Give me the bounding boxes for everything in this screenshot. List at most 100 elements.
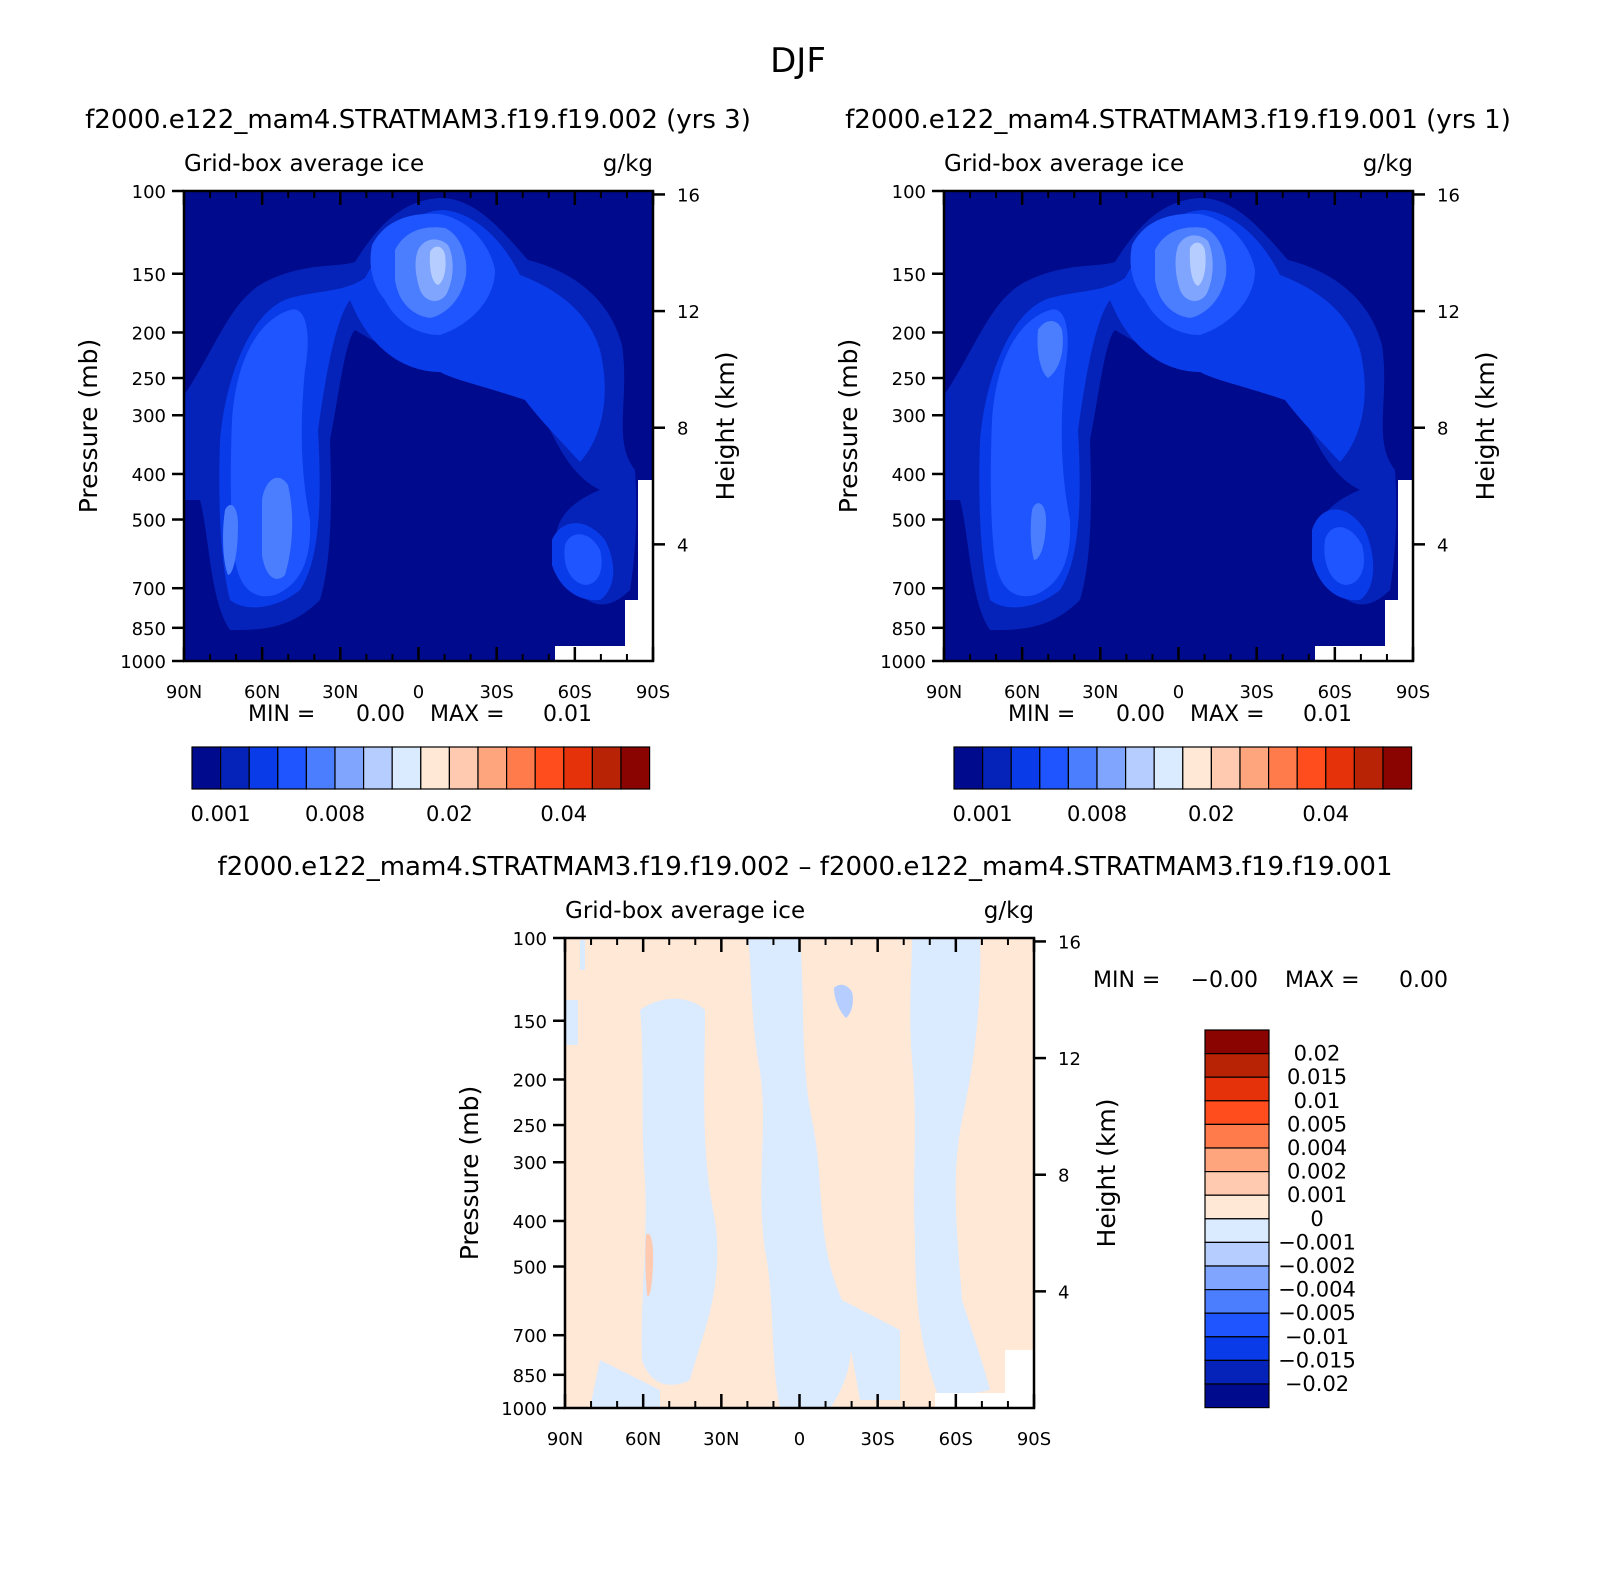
colorbar-label: 0.008 bbox=[305, 802, 365, 826]
y-tick-label: 700 bbox=[132, 579, 166, 600]
right-tick-label: 8 bbox=[1058, 1166, 1069, 1187]
colorbar-swatch bbox=[534, 746, 565, 790]
colorbar-label: 0.02 bbox=[426, 802, 473, 826]
y-tick-label: 250 bbox=[513, 1116, 547, 1137]
colorbar-swatch bbox=[1267, 746, 1298, 790]
colorbar-swatch bbox=[363, 746, 393, 790]
panel-1: f2000.e122_mam4.STRATMAM3.f19.f19.002 (y… bbox=[74, 105, 751, 826]
colorbar-swatch bbox=[1204, 1383, 1270, 1409]
colorbar: 0.001 0.008 0.02 0.04 bbox=[191, 746, 651, 826]
x-tick-label: 90N bbox=[166, 682, 202, 703]
y-tick-label: 700 bbox=[513, 1326, 547, 1347]
colorbar-swatch bbox=[953, 746, 984, 790]
min-value: 0.00 bbox=[1116, 702, 1165, 727]
colorbar-swatch bbox=[477, 746, 508, 790]
max-label: MAX = bbox=[430, 702, 505, 727]
y-axis-label: Pressure (mb) bbox=[455, 1086, 484, 1260]
colorbar-swatch bbox=[305, 746, 336, 790]
panel-2: f2000.e122_mam4.STRATMAM3.f19.f19.001 (y… bbox=[834, 105, 1511, 826]
x-tick-label: 30N bbox=[1082, 682, 1118, 703]
case-title: f2000.e122_mam4.STRATMAM3.f19.f19.002 (y… bbox=[85, 105, 751, 135]
colorbar-label: −0.002 bbox=[1278, 1254, 1356, 1278]
y-tick-label: 300 bbox=[132, 406, 166, 427]
colorbar-label: −0.004 bbox=[1278, 1278, 1356, 1302]
colorbar-label: −0.02 bbox=[1285, 1372, 1349, 1396]
colorbar-swatch bbox=[1353, 746, 1384, 790]
y-tick-label: 200 bbox=[132, 323, 166, 344]
y-tick-label: 150 bbox=[132, 265, 166, 286]
y-axis-label: Pressure (mb) bbox=[834, 339, 863, 513]
min-label: MIN = bbox=[248, 702, 315, 727]
y-tick-label: 1000 bbox=[880, 652, 926, 673]
y-tick-label: 500 bbox=[892, 511, 926, 532]
colorbar-swatch bbox=[1204, 1100, 1270, 1126]
colorbar-swatch bbox=[1124, 746, 1155, 790]
right-tick-label: 12 bbox=[1058, 1049, 1081, 1070]
colorbar-swatch bbox=[1204, 1147, 1270, 1173]
panel-3: f2000.e122_mam4.STRATMAM3.f19.f19.002 – … bbox=[217, 852, 1448, 1450]
x-tick-label: 60N bbox=[625, 1429, 661, 1450]
y-tick-label: 400 bbox=[132, 465, 166, 486]
min-value: 0.00 bbox=[356, 702, 405, 727]
colorbar-swatch bbox=[248, 746, 279, 790]
colorbar-label: −0.005 bbox=[1278, 1301, 1356, 1325]
y-tick-label: 200 bbox=[513, 1070, 547, 1091]
y-tick-label: 150 bbox=[892, 265, 926, 286]
y-axis-label-right: Height (km) bbox=[1092, 1099, 1121, 1248]
colorbar-swatch bbox=[1210, 746, 1241, 790]
colorbar-label: 0.015 bbox=[1287, 1065, 1347, 1089]
x-tick-label: 0 bbox=[413, 682, 424, 703]
y-tick-label: 1000 bbox=[501, 1399, 547, 1420]
y-axis-label-right: Height (km) bbox=[711, 352, 740, 501]
y-tick-label: 850 bbox=[513, 1366, 547, 1387]
right-tick-label: 8 bbox=[1437, 419, 1448, 440]
colorbar-swatch bbox=[1204, 1218, 1270, 1244]
x-tick-label: 90N bbox=[926, 682, 962, 703]
colorbar-label: −0.01 bbox=[1285, 1325, 1349, 1349]
y-tick-label: 300 bbox=[892, 406, 926, 427]
y-tick-label: 850 bbox=[892, 619, 926, 640]
colorbar-swatch bbox=[191, 746, 222, 790]
colorbar-swatch bbox=[1096, 746, 1127, 790]
colorbar-swatch bbox=[1204, 1052, 1270, 1078]
right-tick-label: 16 bbox=[1058, 932, 1081, 953]
panel-2-axes: 90N 60N 30N 0 30S 60S 90S 100 150 200 250 300 400 500… bbox=[880, 182, 1460, 703]
x-tick-label: 60N bbox=[1004, 682, 1040, 703]
units-label: g/kg bbox=[984, 898, 1034, 924]
colorbar-swatch bbox=[563, 746, 593, 790]
y-tick-label: 850 bbox=[132, 619, 166, 640]
max-value: 0.00 bbox=[1399, 968, 1448, 993]
colorbar-label: 0.04 bbox=[540, 802, 587, 826]
right-tick-label: 16 bbox=[1437, 185, 1460, 206]
y-tick-label: 250 bbox=[892, 369, 926, 390]
max-label: MAX = bbox=[1285, 968, 1360, 993]
case-title: f2000.e122_mam4.STRATMAM3.f19.f19.001 (y… bbox=[845, 105, 1511, 135]
colorbar-label: 0.001 bbox=[191, 802, 251, 826]
y-axis-label: Pressure (mb) bbox=[74, 339, 103, 513]
panel-1-axes: 90N 60N 30N 0 30S 60S 90S 100 150 200 250 300 400 500… bbox=[120, 182, 700, 703]
panel-3-axes: 90N 60N 30N 0 30S 60S 90S 100 150 200 250 300 400 500… bbox=[501, 929, 1081, 1450]
variable-title: Grid-box average ice bbox=[184, 151, 424, 177]
colorbar-label: 0.008 bbox=[1067, 802, 1127, 826]
colorbar: 0.001 0.008 0.02 0.04 bbox=[953, 746, 1413, 826]
y-tick-label: 100 bbox=[132, 182, 166, 203]
colorbar-swatch bbox=[1204, 1123, 1270, 1149]
y-tick-label: 1000 bbox=[120, 652, 166, 673]
x-tick-label: 30N bbox=[703, 1429, 739, 1450]
colorbar-swatch bbox=[1239, 746, 1270, 790]
x-tick-label: 30S bbox=[479, 682, 513, 703]
x-tick-label: 90S bbox=[636, 682, 670, 703]
colorbar-swatch bbox=[1204, 1312, 1270, 1338]
colorbar-swatch bbox=[1204, 1194, 1270, 1220]
colorbar-swatch bbox=[334, 746, 365, 790]
max-value: 0.01 bbox=[1303, 702, 1352, 727]
colorbar-swatch bbox=[1325, 746, 1356, 790]
y-tick-label: 300 bbox=[513, 1153, 547, 1174]
min-label: MIN = bbox=[1093, 968, 1160, 993]
y-tick-label: 100 bbox=[513, 929, 547, 950]
min-value: −0.00 bbox=[1191, 968, 1258, 993]
colorbar-swatch bbox=[391, 746, 422, 790]
colorbar-label: −0.015 bbox=[1278, 1348, 1356, 1372]
y-tick-label: 500 bbox=[132, 511, 166, 532]
y-tick-label: 400 bbox=[513, 1212, 547, 1233]
